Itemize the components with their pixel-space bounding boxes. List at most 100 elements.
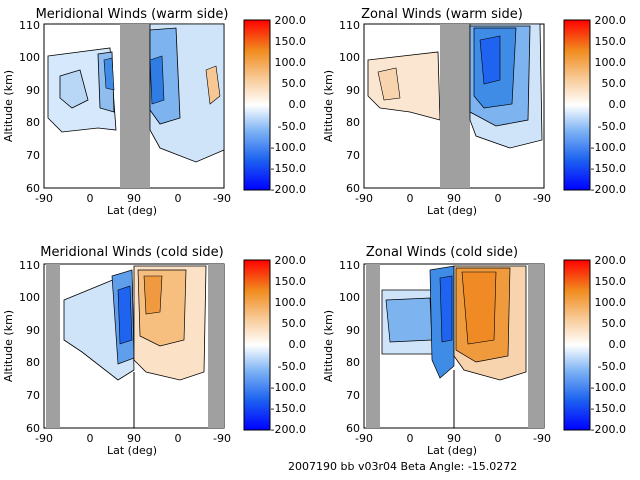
panel-title: Meridional Winds (warm side) [36,7,229,22]
x-tick-label: 90 [447,192,461,205]
x-axis-label: Lat (deg) [427,444,477,457]
contour-region [461,271,497,345]
colorbar-tick: 200.0 [595,14,627,27]
y-tick-label: 90 [26,84,40,97]
colorbar-gradient [563,259,591,431]
colorbar-top-right: 200.0 150.0 100.0 50.0 0.0 -50.0 -100.0 … [563,14,627,196]
x-tick-label: -90 [213,192,231,205]
colorbar-tick: -150.0 [591,402,626,415]
y-tick-label: 100 [339,51,360,64]
data-gap [46,264,60,428]
y-axis-label: Altitude (km) [2,310,15,382]
colorbar-tick: 100.0 [595,296,627,309]
y-tick-label: 100 [19,51,40,64]
x-tick-label: 0 [87,432,94,445]
colorbar-bottom-left: 200.0 150.0 100.0 50.0 0.0 -50.0 -100.0 … [243,254,307,436]
contour-region [103,57,115,91]
colorbar-tick: 150.0 [275,275,307,288]
colorbar-bottom-right: 200.0 150.0 100.0 50.0 0.0 -50.0 -100.0 … [563,254,627,436]
data-gap [366,264,380,428]
y-tick-label: 110 [339,19,360,32]
y-tick-label: 80 [26,356,40,369]
contour-region [117,285,133,345]
x-tick-label: 0 [407,432,414,445]
x-tick-label: -90 [35,432,53,445]
colorbar-gradient [243,19,271,191]
colorbar-tick: 0.0 [289,98,307,111]
colorbar-tick: 100.0 [595,56,627,69]
colorbar-tick: -200.0 [591,423,626,436]
x-tick-label: 90 [447,432,461,445]
contour-region [439,275,453,343]
colorbar-tick: -50.0 [598,360,626,373]
data-gap [208,264,224,428]
footer-caption: 2007190 bb v03r04 Beta Angle: -15.0272 [288,460,517,473]
x-axis-label: Lat (deg) [427,204,477,217]
x-tick-label: 90 [127,432,141,445]
colorbar-tick: -50.0 [278,120,306,133]
x-tick-label: -90 [355,432,373,445]
x-tick-label: 0 [175,432,182,445]
colorbar-tick: 50.0 [282,77,307,90]
x-tick-label: -90 [533,432,551,445]
colorbar-tick: 200.0 [595,254,627,267]
y-tick-label: 90 [346,324,360,337]
x-tick-label: -90 [213,432,231,445]
data-gap [120,24,150,188]
x-tick-label: 0 [495,432,502,445]
panel-title: Meridional Winds (cold side) [40,245,223,260]
y-axis-label: Altitude (km) [322,70,335,142]
y-tick-label: 110 [19,19,40,32]
panel-meridional-warm: Meridional Winds (warm side) 60 70 80 90… [2,7,231,217]
colorbar-tick: -100.0 [271,141,306,154]
colorbar-tick: 100.0 [275,296,307,309]
colorbar-gradient [243,259,271,431]
y-tick-label: 90 [26,324,40,337]
x-tick-label: -90 [355,192,373,205]
contour-region [59,69,89,109]
colorbar-top-left: 200.0 150.0 100.0 50.0 0.0 -50.0 -100.0 … [243,14,307,196]
x-axis-label: Lat (deg) [107,444,157,457]
contour-region [385,297,433,343]
contour-region [377,67,401,101]
panel-zonal-cold: Zonal Winds (cold side) 60 70 80 90 100 … [322,245,551,457]
colorbar-tick: 50.0 [602,77,627,90]
y-tick-label: 110 [19,259,40,272]
panel-title: Zonal Winds (warm side) [361,7,523,22]
y-tick-label: 80 [26,116,40,129]
y-tick-label: 110 [339,259,360,272]
y-tick-label: 100 [339,291,360,304]
contour-region [367,51,441,121]
panel-meridional-cold: Meridional Winds (cold side) 60 70 80 90… [2,245,231,457]
y-tick-label: 90 [346,84,360,97]
y-axis-label: Altitude (km) [2,70,15,142]
y-axis-label: Altitude (km) [322,310,335,382]
colorbar-tick: -200.0 [271,423,306,436]
x-tick-label: 90 [127,192,141,205]
colorbar-tick: -150.0 [271,162,306,175]
colorbar-tick: -100.0 [591,381,626,394]
x-tick-label: 0 [175,192,182,205]
colorbar-tick: 100.0 [275,56,307,69]
x-tick-label: 0 [495,192,502,205]
y-tick-label: 100 [19,291,40,304]
colorbar-tick: 0.0 [609,338,627,351]
colorbar-tick: -150.0 [591,162,626,175]
colorbar-tick: -50.0 [278,360,306,373]
y-tick-label: 80 [346,116,360,129]
y-tick-label: 70 [346,149,360,162]
colorbar-tick: 50.0 [282,317,307,330]
x-axis-label: Lat (deg) [107,204,157,217]
y-tick-label: 80 [346,356,360,369]
contour-region [149,55,165,105]
data-gap [528,264,544,428]
y-tick-label: 70 [26,389,40,402]
y-tick-label: 70 [26,149,40,162]
x-tick-label: 0 [87,192,94,205]
colorbar-tick: -200.0 [271,183,306,196]
y-tick-label: 60 [26,182,40,195]
colorbar-tick: -150.0 [271,402,306,415]
colorbar-tick: 50.0 [602,317,627,330]
contour-region [479,35,501,85]
